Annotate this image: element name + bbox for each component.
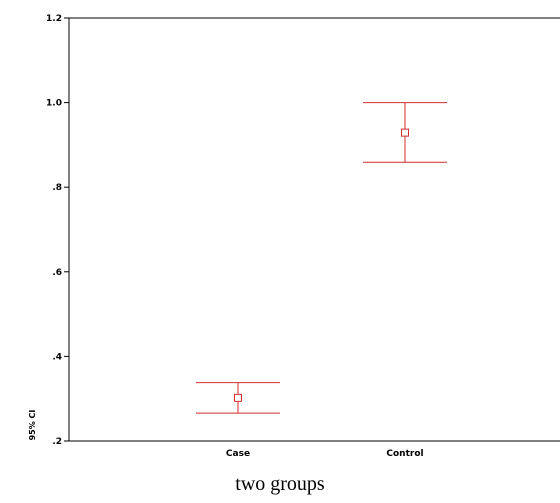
x-tick-label: Case [226,449,250,459]
mean-marker [234,393,242,402]
x-tick-label: Control [386,449,423,459]
y-tick-label: .6 [52,268,62,278]
mean-marker [401,128,409,137]
x-ticks: Case Control [226,449,424,459]
y-ticks: .2 .4 .6 .8 1.0 1.2 [46,14,69,447]
x-axis-label: two groups [235,473,325,495]
y-tick-label: .8 [52,183,62,193]
error-bar-case [196,382,280,414]
y-tick-label: .2 [52,437,62,447]
error-bars [196,102,447,414]
y-tick-label: .4 [52,352,62,362]
axes [68,17,560,442]
error-bar-control [363,102,447,163]
y-tick-label: 1.2 [46,14,62,24]
y-axis-label: 95% CI [28,410,37,441]
y-tick-label: 1.0 [46,99,62,109]
